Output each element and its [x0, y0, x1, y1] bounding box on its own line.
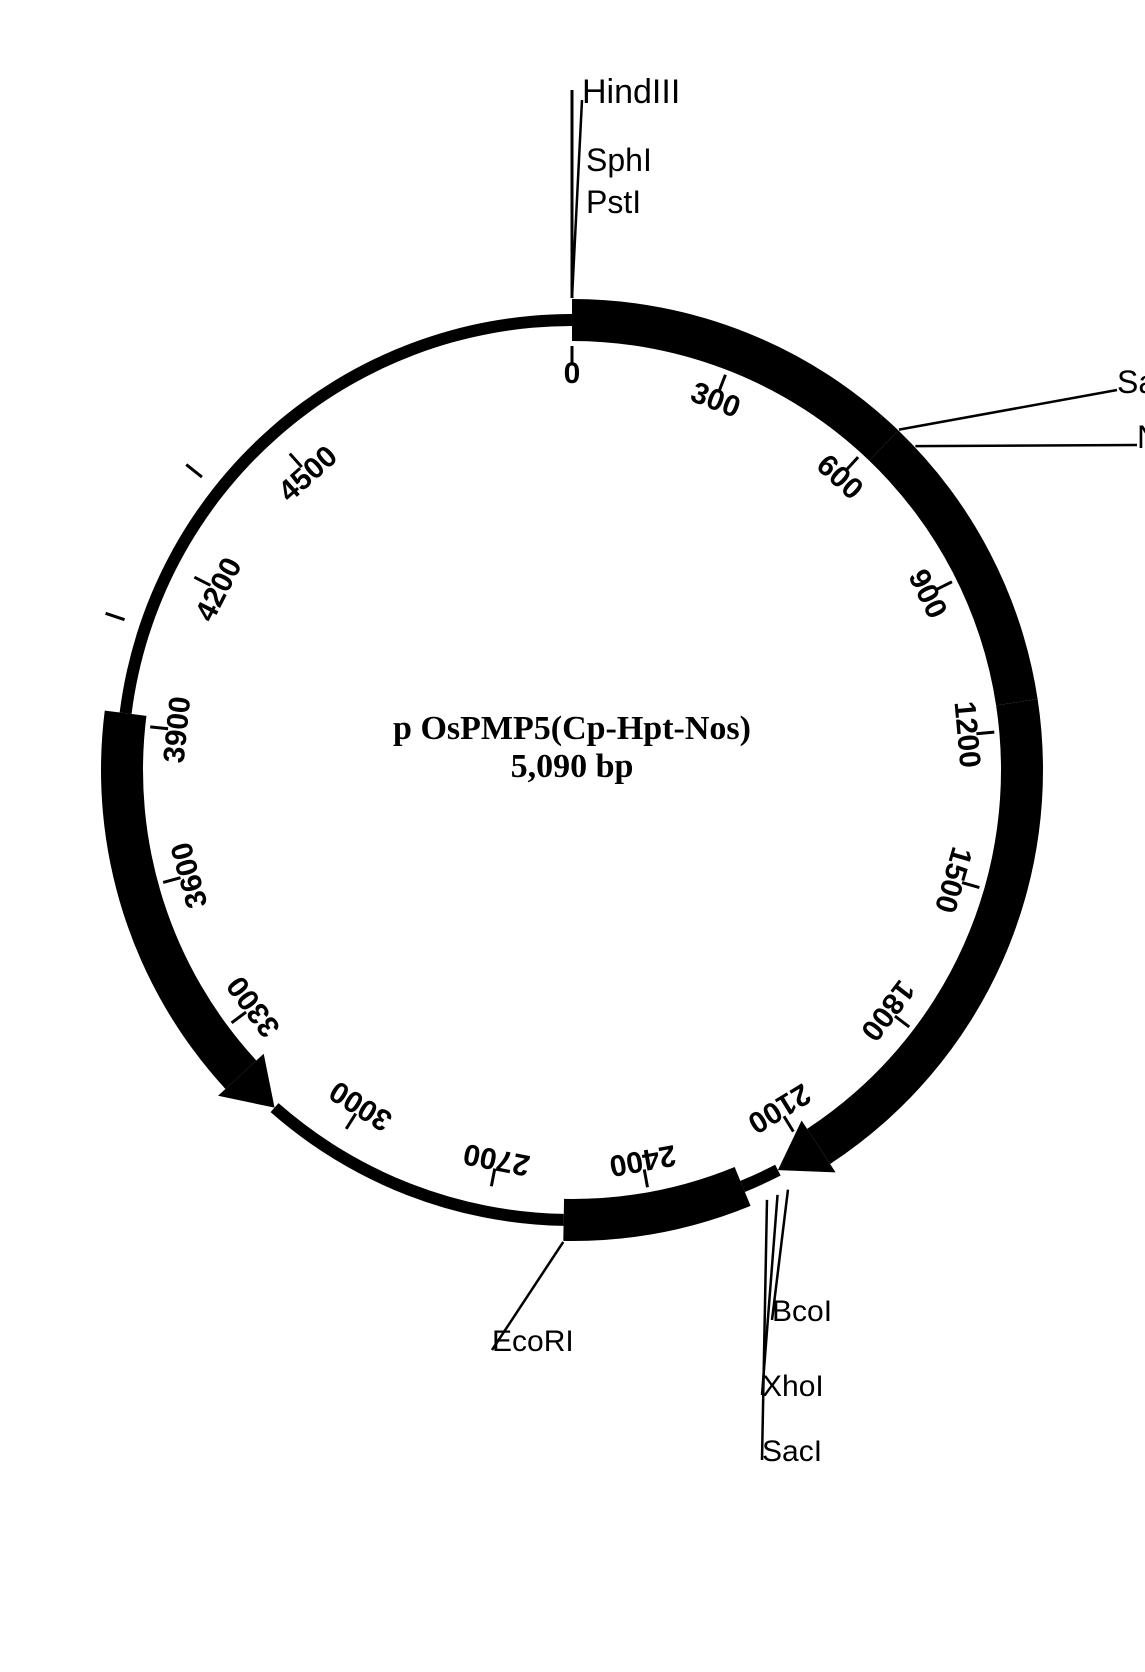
scale-label: 4500 [272, 440, 344, 509]
scale-label: 1200 [948, 700, 987, 769]
plasmid-svg: 0300600900120015001800210024002700300033… [0, 0, 1145, 1672]
scale-label: 2400 [607, 1138, 679, 1182]
plasmid-name: p OsPMP5(Cp-Hpt-Nos) [342, 710, 802, 748]
plasmid-size: 5,090 bp [342, 748, 802, 786]
scale-label: 300 [686, 376, 745, 425]
plasmid-arc [740, 1165, 780, 1192]
scale-label: 3600 [165, 839, 215, 912]
plasmid-arc [572, 299, 898, 461]
scale-label: 900 [901, 564, 953, 624]
plasmid-arc [807, 699, 1043, 1164]
scale-label: 0 [564, 357, 581, 390]
site-leader-line [899, 390, 1117, 430]
site-label: PstI [586, 184, 641, 221]
plasmid-arc [120, 314, 572, 714]
site-label: EcoRI [492, 1325, 574, 1359]
site-label: XhoI [762, 1370, 824, 1404]
scale-label: 3000 [324, 1074, 398, 1137]
plasmid-title: p OsPMP5(Cp-Hpt-Nos) 5,090 bp [342, 710, 802, 786]
site-label: SphI [586, 142, 652, 179]
site-label: HindIII [582, 73, 680, 112]
site-label: NcoI [1137, 419, 1145, 456]
plasmid-arc [869, 430, 1037, 705]
outer-tick [106, 613, 125, 619]
plasmid-arc [563, 1167, 750, 1241]
site-label: BcoI [772, 1295, 832, 1329]
scale-label: 600 [810, 448, 869, 506]
scale-label: 4200 [189, 552, 249, 626]
plasmid-map-container: 0300600900120015001800210024002700300033… [0, 0, 1145, 1672]
site-label: SacI [762, 1435, 822, 1469]
site-label: SalI [1117, 364, 1145, 401]
scale-label: 2700 [461, 1137, 533, 1182]
outer-tick [186, 465, 202, 477]
site-leader-line [915, 445, 1137, 446]
scale-label: 1500 [928, 843, 978, 916]
scale-label: 3900 [158, 695, 198, 765]
